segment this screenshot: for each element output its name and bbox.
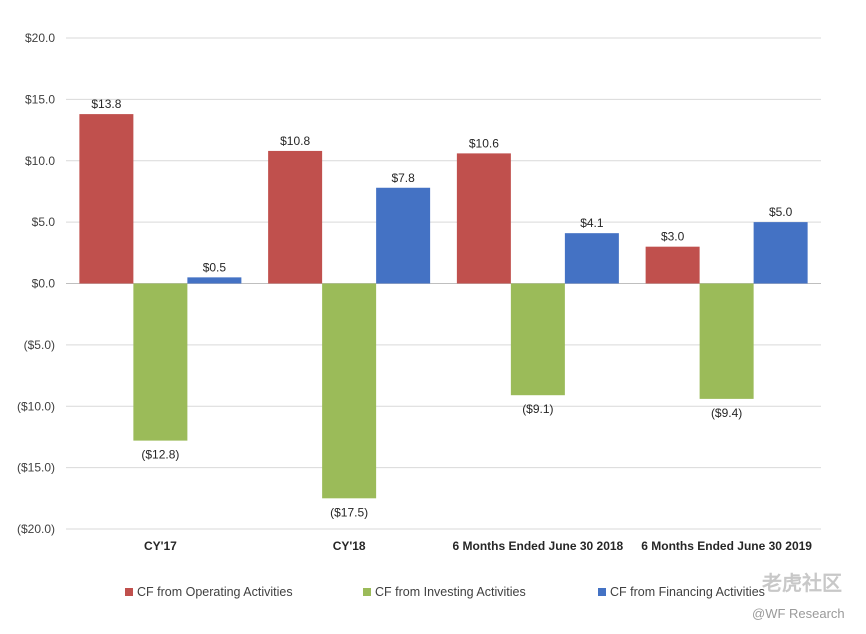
y-tick-label: $20.0 — [25, 31, 55, 45]
legend-swatch — [125, 588, 133, 596]
data-label: ($17.5) — [330, 505, 368, 519]
bar — [456, 153, 511, 284]
x-tick-label: CY'18 — [333, 539, 366, 553]
data-label: $5.0 — [769, 205, 793, 219]
data-label: $3.0 — [661, 230, 685, 244]
bars: $13.8 ($12.8) $0.5 $10.8 ($17.5) $7.8 $10.6 ($9… — [79, 97, 808, 519]
bar — [753, 222, 808, 284]
bar — [510, 283, 565, 396]
y-tick-label: $15.0 — [25, 92, 55, 106]
bar — [564, 233, 619, 284]
x-axis: CY'17 CY'18 6 Months Ended June 30 2018 6 M… — [144, 539, 812, 553]
legend-label: CF from Investing Activities — [375, 585, 526, 599]
y-tick-label: ($15.0) — [17, 461, 55, 475]
data-label: ($9.1) — [522, 402, 553, 416]
y-tick-label: $0.0 — [32, 277, 56, 291]
y-tick-label: ($10.0) — [17, 399, 55, 413]
y-axis: $20.0 $15.0 $10.0 $5.0 $0.0 ($5.0) ($10.0) ($15… — [17, 31, 55, 536]
legend-swatch — [598, 588, 606, 596]
bar — [79, 114, 134, 284]
y-tick-label: $10.0 — [25, 154, 55, 168]
watermark: 老虎社区 @WF Research — [752, 571, 845, 621]
watermark-handle: @WF Research — [752, 606, 845, 621]
y-tick-label: ($20.0) — [17, 522, 55, 536]
data-label: $10.8 — [280, 134, 310, 148]
bar — [376, 187, 431, 284]
x-tick-label: 6 Months Ended June 30 2019 — [641, 539, 812, 553]
legend-label: CF from Financing Activities — [610, 585, 765, 599]
data-label: $13.8 — [91, 97, 121, 111]
x-tick-label: CY'17 — [144, 539, 177, 553]
watermark-text: 老虎社区 — [762, 571, 842, 595]
bar — [699, 283, 754, 399]
legend: CF from Operating Activities CF from Inve… — [125, 585, 765, 599]
bar — [268, 150, 323, 284]
bar — [322, 283, 377, 499]
y-tick-label: $5.0 — [32, 215, 56, 229]
bar — [645, 246, 700, 284]
x-tick-label: 6 Months Ended June 30 2018 — [453, 539, 624, 553]
y-tick-label: ($5.0) — [24, 338, 55, 352]
bar — [187, 277, 242, 284]
data-label: $10.6 — [469, 136, 499, 150]
data-label: ($12.8) — [141, 448, 179, 462]
data-label: ($9.4) — [711, 406, 742, 420]
legend-swatch — [363, 588, 371, 596]
data-label: $7.8 — [391, 171, 415, 185]
legend-label: CF from Operating Activities — [137, 585, 293, 599]
data-label: $0.5 — [203, 260, 227, 274]
bar — [133, 283, 188, 441]
data-label: $4.1 — [580, 216, 604, 230]
